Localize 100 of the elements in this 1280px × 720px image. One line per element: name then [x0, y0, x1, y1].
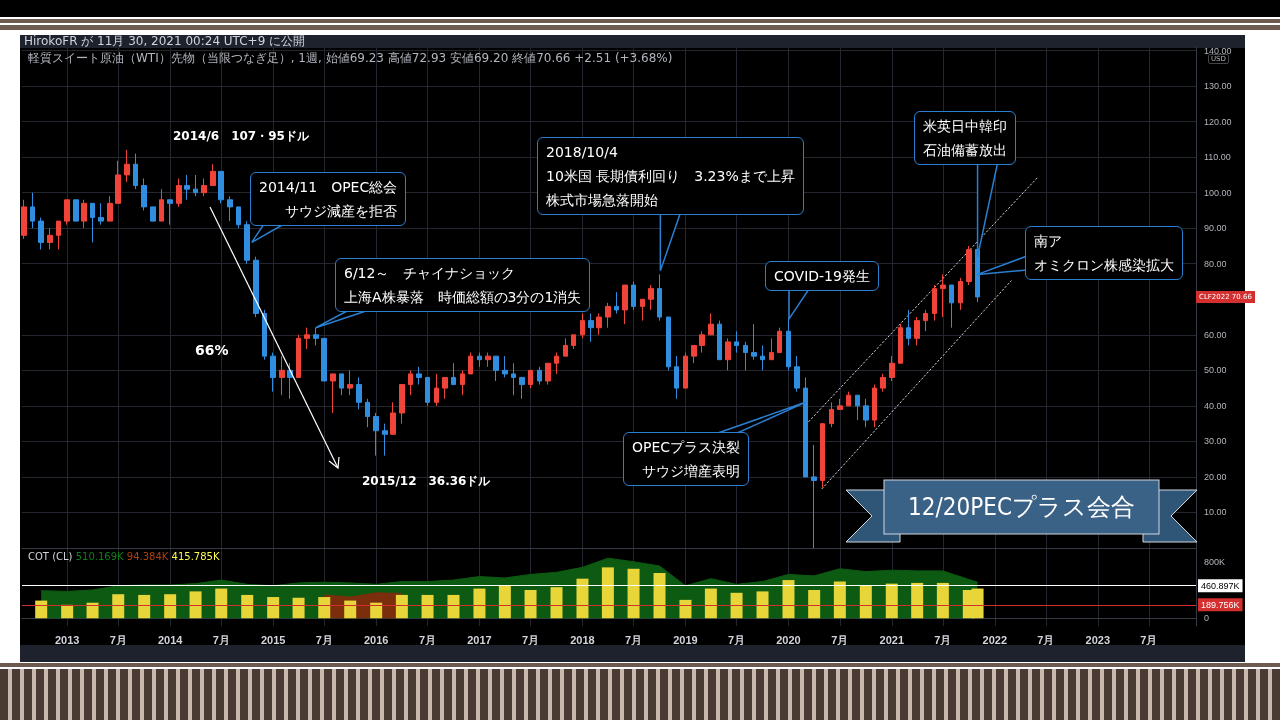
- candlestick: [115, 160, 121, 204]
- candlestick: [493, 355, 499, 382]
- candlestick: [622, 284, 628, 325]
- candlestick: [236, 206, 241, 229]
- candlestick: [708, 312, 714, 336]
- annotation: 6/12～ チャイナショック上海A株暴落 時価総額の3分の1消失: [344, 264, 582, 307]
- x-tick-label: 2020: [776, 633, 801, 646]
- annotation: 2015/12 36.36ドル: [362, 473, 491, 490]
- bar: [808, 589, 821, 619]
- y-tick-label: 40.00: [1204, 400, 1227, 411]
- annotation: 南アオミクロン株感染拡大: [1034, 232, 1174, 275]
- candlestick: [837, 398, 843, 410]
- candlestick: [159, 188, 164, 222]
- candlestick: [932, 284, 937, 322]
- chart-title: COT (CL): [28, 551, 73, 562]
- y-tick-label: 80.00: [1204, 258, 1227, 269]
- candlestick: [502, 355, 508, 378]
- candlestick: [21, 199, 27, 240]
- annotation: 510.169K: [75, 551, 124, 562]
- bar: [833, 581, 846, 619]
- y-tick-label: 10.00: [1204, 507, 1227, 518]
- candlestick: [167, 199, 173, 226]
- candlestick: [588, 312, 594, 343]
- x-tick-label: 7月: [1037, 633, 1055, 646]
- candlestick: [699, 330, 705, 354]
- bar: [86, 602, 99, 619]
- x-tick-label: 7月: [624, 633, 643, 646]
- candlestick: [640, 298, 645, 322]
- candlestick: [460, 369, 465, 396]
- candlestick: [519, 376, 525, 400]
- candlestick: [193, 174, 198, 197]
- candlestick: [811, 444, 817, 549]
- candlestick: [674, 355, 679, 400]
- candlestick: [605, 302, 611, 329]
- candlestick: [725, 337, 731, 371]
- bar: [370, 602, 383, 619]
- candlestick: [614, 291, 619, 314]
- bar: [704, 588, 717, 619]
- candlestick: [150, 206, 156, 222]
- bar: [318, 597, 331, 619]
- bar: [241, 594, 254, 619]
- candlestick: [38, 217, 44, 251]
- candlestick: [794, 355, 800, 393]
- candlestick: [330, 373, 336, 414]
- x-tick-label: 7月: [212, 633, 230, 646]
- x-tick-label: 7月: [521, 633, 540, 646]
- y-tick-label: 120.00: [1204, 116, 1232, 127]
- bar: [756, 591, 769, 619]
- candlestick: [416, 366, 422, 386]
- annotation: 2014/11 OPEC総会サウジ減産を拒否: [259, 178, 398, 221]
- x-tick-label: 7月: [1140, 633, 1158, 646]
- candlestick: [227, 195, 233, 222]
- bar: [395, 594, 408, 619]
- candlestick: [563, 337, 568, 357]
- candlestick: [734, 330, 739, 354]
- annotation: 米英日中韓印石油備蓄放出: [923, 117, 1007, 160]
- bar: [35, 600, 48, 619]
- y-tick-label: 90.00: [1204, 223, 1227, 234]
- candlestick: [528, 369, 533, 389]
- y-tick-label: 0: [1204, 613, 1210, 624]
- x-tick-label: 7月: [315, 633, 333, 646]
- candlestick: [133, 153, 138, 190]
- candlestick: [975, 249, 980, 303]
- candlestick: [631, 281, 636, 311]
- candlestick: [923, 309, 928, 332]
- candlestick: [339, 373, 344, 396]
- candlestick: [64, 199, 70, 226]
- x-tick-label: 2014: [157, 633, 184, 646]
- bar: [267, 597, 280, 619]
- candlestick: [408, 369, 413, 396]
- candlestick: [279, 355, 285, 396]
- candlestick: [717, 320, 722, 361]
- x-tick-label: 2019: [673, 633, 698, 646]
- candlestick: [880, 373, 886, 393]
- bar: [576, 578, 589, 619]
- bar: [215, 588, 228, 619]
- candlestick: [347, 369, 353, 396]
- candlestick: [914, 316, 920, 346]
- chart-title: 軽質スイート原油（WTI）先物（当限つなぎ足）, 1週, 始値69.23 高値72.93 安値69.20 終値70.66 +2.51 (+3.68%): [28, 50, 673, 67]
- bar: [550, 587, 563, 619]
- candlestick: [321, 337, 327, 382]
- bar: [730, 592, 743, 619]
- candlestick: [863, 398, 869, 428]
- candlestick: [253, 256, 259, 318]
- candlestick: [365, 398, 370, 428]
- x-tick-label: 2018: [570, 633, 595, 646]
- candlestick: [691, 344, 697, 364]
- annotation: 2014/6 107・95ドル: [173, 128, 309, 145]
- candlestick: [451, 362, 456, 386]
- bar: [859, 585, 872, 619]
- bar: [782, 580, 795, 619]
- candlestick: [98, 202, 104, 226]
- ref-line-label: 189.756K: [1201, 599, 1240, 610]
- bar: [189, 591, 202, 619]
- bar: [498, 585, 511, 619]
- candlestick: [477, 352, 482, 368]
- candlestick: [56, 220, 61, 251]
- candlestick: [485, 352, 491, 368]
- candlestick: [906, 309, 911, 346]
- candlestick: [304, 327, 310, 350]
